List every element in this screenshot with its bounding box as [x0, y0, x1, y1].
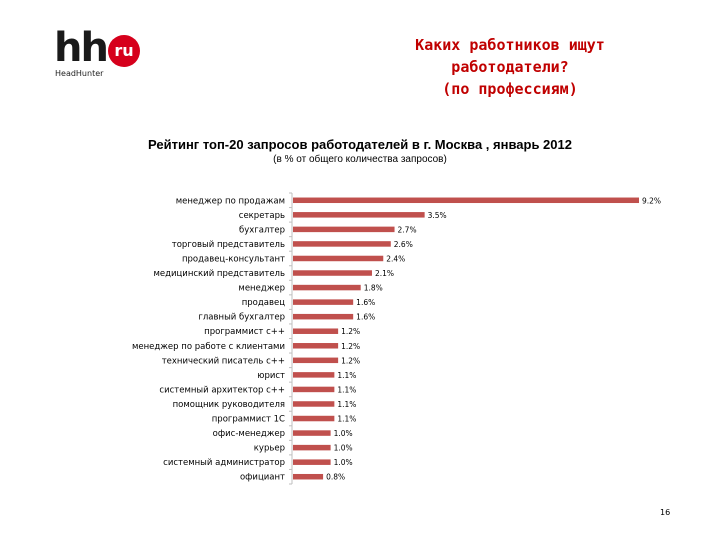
category-label: менеджер по продажам: [176, 196, 285, 206]
data-label: 2.4%: [386, 254, 405, 263]
data-label: 1.8%: [364, 284, 383, 293]
bar: [293, 459, 331, 465]
category-label: юрист: [257, 371, 285, 381]
data-label: 3.5%: [428, 211, 447, 220]
bar: [293, 212, 425, 218]
page-number: 16: [660, 508, 671, 517]
data-label: 1.1%: [337, 371, 356, 380]
category-label: официант: [240, 473, 285, 483]
category-label: бухгалтер: [239, 225, 285, 235]
data-label: 2.7%: [398, 225, 417, 234]
category-label: продавец-консультант: [182, 254, 285, 264]
chart-subtitle: (в % от общего количества запросов): [273, 154, 447, 165]
bar: [293, 444, 331, 451]
bar: [293, 197, 639, 204]
bar: [293, 328, 339, 334]
category-label: продавец: [242, 298, 285, 308]
data-label: 1.1%: [337, 415, 356, 424]
category-label: курьер: [254, 444, 285, 454]
category-label: офис-менеджер: [213, 429, 285, 439]
slide-title: Каких работников ищут работодатели? (по …: [415, 36, 605, 98]
data-label: 2.6%: [394, 240, 413, 249]
category-label: программист с++: [204, 327, 285, 337]
headhunter-logo: hh ru HeadHunter: [54, 26, 144, 80]
category-label: менеджер: [238, 284, 285, 294]
category-label: главный бухгалтер: [198, 313, 285, 323]
bar: [293, 357, 339, 364]
category-label: помощник руководителя: [173, 400, 285, 410]
bar: [293, 284, 361, 291]
bar: [293, 313, 354, 320]
category-label: системный администратор: [163, 458, 285, 468]
category-label: программист 1С: [212, 415, 285, 425]
bar: [293, 226, 395, 233]
data-label: 1.2%: [341, 342, 360, 351]
data-label: 0.8%: [326, 473, 345, 482]
bar: [293, 299, 354, 305]
bar: [293, 372, 335, 378]
data-label: 1.0%: [334, 429, 353, 438]
data-label: 1.1%: [337, 385, 356, 394]
category-label: секретарь: [239, 211, 285, 221]
bar: [293, 386, 335, 393]
data-label: 1.2%: [341, 327, 360, 336]
data-label: 9.2%: [642, 196, 661, 205]
bar: [293, 255, 384, 262]
bar: [293, 415, 335, 422]
category-label: торговый представитель: [172, 240, 285, 250]
category-label: менеджер по работе с клиентами: [132, 342, 285, 352]
data-label: 1.2%: [341, 356, 360, 365]
category-label: медицинский представитель: [153, 269, 285, 279]
bar: [293, 270, 372, 276]
data-label: 1.6%: [356, 298, 375, 307]
logo-ru-badge: ru: [108, 35, 140, 67]
chart-title: Рейтинг топ-20 запросов работодателей в …: [148, 137, 572, 152]
bar: [293, 241, 391, 247]
bar: [293, 430, 331, 436]
data-label: 1.1%: [337, 400, 356, 409]
data-label: 1.6%: [356, 313, 375, 322]
logo-hh-text: hh: [54, 25, 109, 71]
bar: [293, 473, 324, 480]
data-label: 2.1%: [375, 269, 394, 278]
data-label: 1.0%: [334, 444, 353, 453]
bar: [293, 401, 335, 407]
bar: [293, 343, 339, 349]
category-label: системный архитектор с++: [159, 385, 285, 395]
data-label: 1.0%: [334, 458, 353, 467]
logo-subtitle: HeadHunter: [55, 69, 104, 78]
category-label: технический писатель с++: [162, 356, 285, 366]
